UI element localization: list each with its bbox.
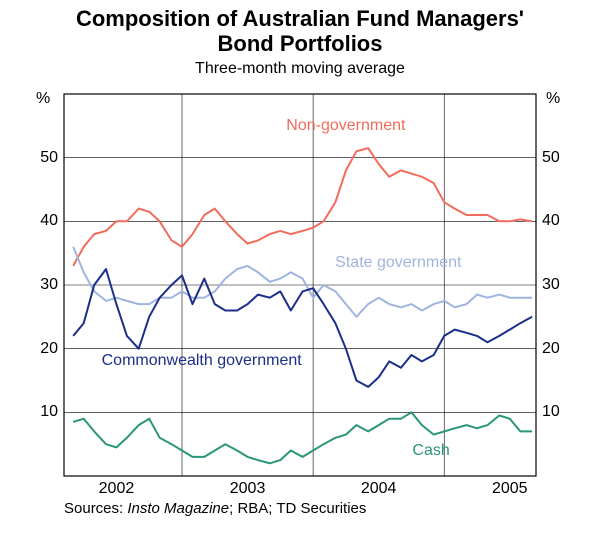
sources-prefix: Sources: <box>64 500 127 517</box>
ytick-left: 30 <box>40 276 58 294</box>
xtick: 2005 <box>492 480 528 498</box>
ytick-right: 20 <box>542 340 560 358</box>
ytick-left: 20 <box>40 340 58 358</box>
sources-italic: Insto Magazine <box>127 500 229 517</box>
ytick-right: 30 <box>542 276 560 294</box>
y-axis-unit-right: % <box>546 90 560 108</box>
sources-line: Sources: Insto Magazine; RBA; TD Securit… <box>64 500 366 517</box>
xtick: 2003 <box>230 480 266 498</box>
sources-suffix: ; RBA; TD Securities <box>229 500 366 517</box>
series-label: Non-government <box>286 117 405 135</box>
ytick-left: 10 <box>40 403 58 421</box>
ytick-right: 40 <box>542 212 560 230</box>
ytick-right: 50 <box>542 149 560 167</box>
xtick: 2004 <box>361 480 397 498</box>
ytick-left: 40 <box>40 212 58 230</box>
series-label: Commonwealth government <box>102 352 302 370</box>
xtick: 2002 <box>99 480 135 498</box>
series-label: State government <box>335 254 461 272</box>
ytick-right: 10 <box>542 403 560 421</box>
chart-plot <box>0 0 600 534</box>
series-label: Cash <box>412 442 449 460</box>
chart-container: Composition of Australian Fund Managers'… <box>0 0 600 534</box>
y-axis-unit-left: % <box>36 90 50 108</box>
ytick-left: 50 <box>40 149 58 167</box>
